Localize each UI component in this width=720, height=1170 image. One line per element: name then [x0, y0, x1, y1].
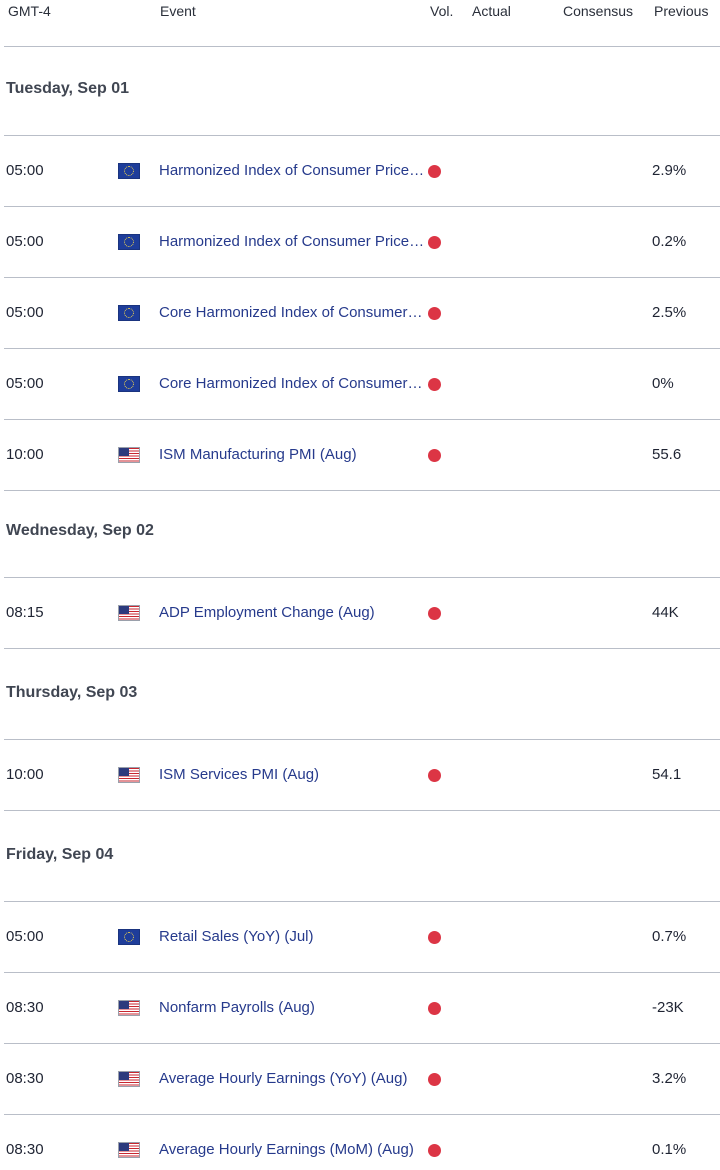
row-divider	[4, 490, 720, 491]
previous-value: 2.5%	[652, 304, 687, 321]
row-divider	[4, 1114, 720, 1115]
event-name-link[interactable]: Average Hourly Earnings (MoM) (Aug)	[159, 1141, 414, 1158]
event-name-link[interactable]: Harmonized Index of Consumer Prices (YoY…	[159, 162, 425, 179]
high-volatility-indicator-icon	[428, 449, 441, 462]
high-volatility-indicator-icon	[428, 307, 441, 320]
row-divider	[4, 419, 720, 420]
us-flag-icon	[118, 1000, 140, 1016]
event-time: 05:00	[6, 304, 44, 321]
event-time: 05:00	[6, 928, 44, 945]
header-divider	[4, 46, 720, 47]
previous-value: 3.2%	[652, 1070, 687, 1087]
event-row[interactable]: 08:30 Nonfarm Payrolls (Aug) -23K	[0, 993, 720, 1023]
volatility-column-header: Vol.	[430, 3, 454, 19]
us-flag-icon	[118, 1071, 140, 1087]
previous-value: 54.1	[652, 766, 682, 783]
high-volatility-indicator-icon	[428, 607, 441, 620]
high-volatility-indicator-icon	[428, 769, 441, 782]
day-divider	[4, 739, 720, 740]
row-divider	[4, 810, 720, 811]
eu-flag-icon	[118, 929, 140, 945]
day-header: Thursday, Sep 03	[6, 684, 138, 701]
event-name-link[interactable]: ISM Services PMI (Aug)	[159, 766, 320, 783]
event-time: 05:00	[6, 233, 44, 250]
previous-value: 2.9%	[652, 162, 687, 179]
previous-value: 44K	[652, 604, 679, 621]
actual-column-header: Actual	[472, 3, 511, 19]
day-divider	[4, 135, 720, 136]
event-row[interactable]: 08:15 ADP Employment Change (Aug) 44K	[0, 598, 720, 628]
day-header: Friday, Sep 04	[6, 846, 114, 863]
previous-value: 0.7%	[652, 928, 687, 945]
event-row[interactable]: 05:00 Harmonized Index of Consumer Prices…	[0, 227, 720, 257]
event-row[interactable]: 08:30 Average Hourly Earnings (MoM) (Aug)…	[0, 1135, 720, 1165]
eu-flag-icon	[118, 163, 140, 179]
event-name-link[interactable]: Harmonized Index of Consumer Prices (MoM…	[159, 233, 425, 250]
day-divider	[4, 901, 720, 902]
eu-flag-icon	[118, 234, 140, 250]
row-divider	[4, 1043, 720, 1044]
event-row[interactable]: 05:00 Retail Sales (YoY) (Jul) 0.7%	[0, 922, 720, 952]
event-name-link[interactable]: Average Hourly Earnings (YoY) (Aug)	[159, 1070, 408, 1087]
event-name-link[interactable]: Core Harmonized Index of Consumer Prices…	[159, 375, 425, 392]
eu-flag-icon	[118, 376, 140, 392]
day-divider	[4, 577, 720, 578]
high-volatility-indicator-icon	[428, 236, 441, 249]
row-divider	[4, 206, 720, 207]
event-name-link[interactable]: ADP Employment Change (Aug)	[159, 604, 375, 621]
high-volatility-indicator-icon	[428, 1002, 441, 1015]
high-volatility-indicator-icon	[428, 165, 441, 178]
event-column-header: Event	[160, 3, 196, 19]
event-name-link[interactable]: Core Harmonized Index of Consumer Prices…	[159, 304, 425, 321]
us-flag-icon	[118, 605, 140, 621]
event-name-link[interactable]: ISM Manufacturing PMI (Aug)	[159, 446, 357, 463]
event-row[interactable]: 05:00 Core Harmonized Index of Consumer P…	[0, 369, 720, 399]
event-name-link[interactable]: Nonfarm Payrolls (Aug)	[159, 999, 315, 1016]
event-time: 08:30	[6, 1070, 44, 1087]
event-row[interactable]: 10:00 ISM Manufacturing PMI (Aug) 55.6	[0, 440, 720, 470]
event-row[interactable]: 05:00 Harmonized Index of Consumer Prices…	[0, 156, 720, 186]
day-header: Tuesday, Sep 01	[6, 80, 130, 97]
row-divider	[4, 972, 720, 973]
eu-flag-icon	[118, 305, 140, 321]
day-header: Wednesday, Sep 02	[6, 522, 154, 539]
event-row[interactable]: 08:30 Average Hourly Earnings (YoY) (Aug)…	[0, 1064, 720, 1094]
us-flag-icon	[118, 1142, 140, 1158]
previous-value: 0%	[652, 375, 674, 392]
previous-value: 0.1%	[652, 1141, 687, 1158]
event-time: 05:00	[6, 162, 44, 179]
previous-value: 0.2%	[652, 233, 687, 250]
row-divider	[4, 348, 720, 349]
event-time: 05:00	[6, 375, 44, 392]
event-time: 10:00	[6, 446, 44, 463]
high-volatility-indicator-icon	[428, 931, 441, 944]
event-time: 08:15	[6, 604, 44, 621]
row-divider	[4, 648, 720, 649]
high-volatility-indicator-icon	[428, 378, 441, 391]
us-flag-icon	[118, 447, 140, 463]
high-volatility-indicator-icon	[428, 1073, 441, 1086]
us-flag-icon	[118, 767, 140, 783]
previous-value: -23K	[652, 999, 684, 1016]
event-row[interactable]: 05:00 Core Harmonized Index of Consumer P…	[0, 298, 720, 328]
row-divider	[4, 277, 720, 278]
previous-value: 55.6	[652, 446, 682, 463]
consensus-column-header: Consensus	[563, 3, 634, 19]
event-time: 08:30	[6, 1141, 44, 1158]
event-time: 08:30	[6, 999, 44, 1016]
event-time: 10:00	[6, 766, 44, 783]
column-header-row: GMT-4 Event Vol. Actual Consensus Previo…	[0, 0, 720, 24]
event-name-link[interactable]: Retail Sales (YoY) (Jul)	[159, 928, 314, 945]
event-row[interactable]: 10:00 ISM Services PMI (Aug) 54.1	[0, 760, 720, 790]
high-volatility-indicator-icon	[428, 1144, 441, 1157]
previous-column-header: Previous	[654, 3, 709, 19]
timezone-header[interactable]: GMT-4	[8, 3, 51, 19]
